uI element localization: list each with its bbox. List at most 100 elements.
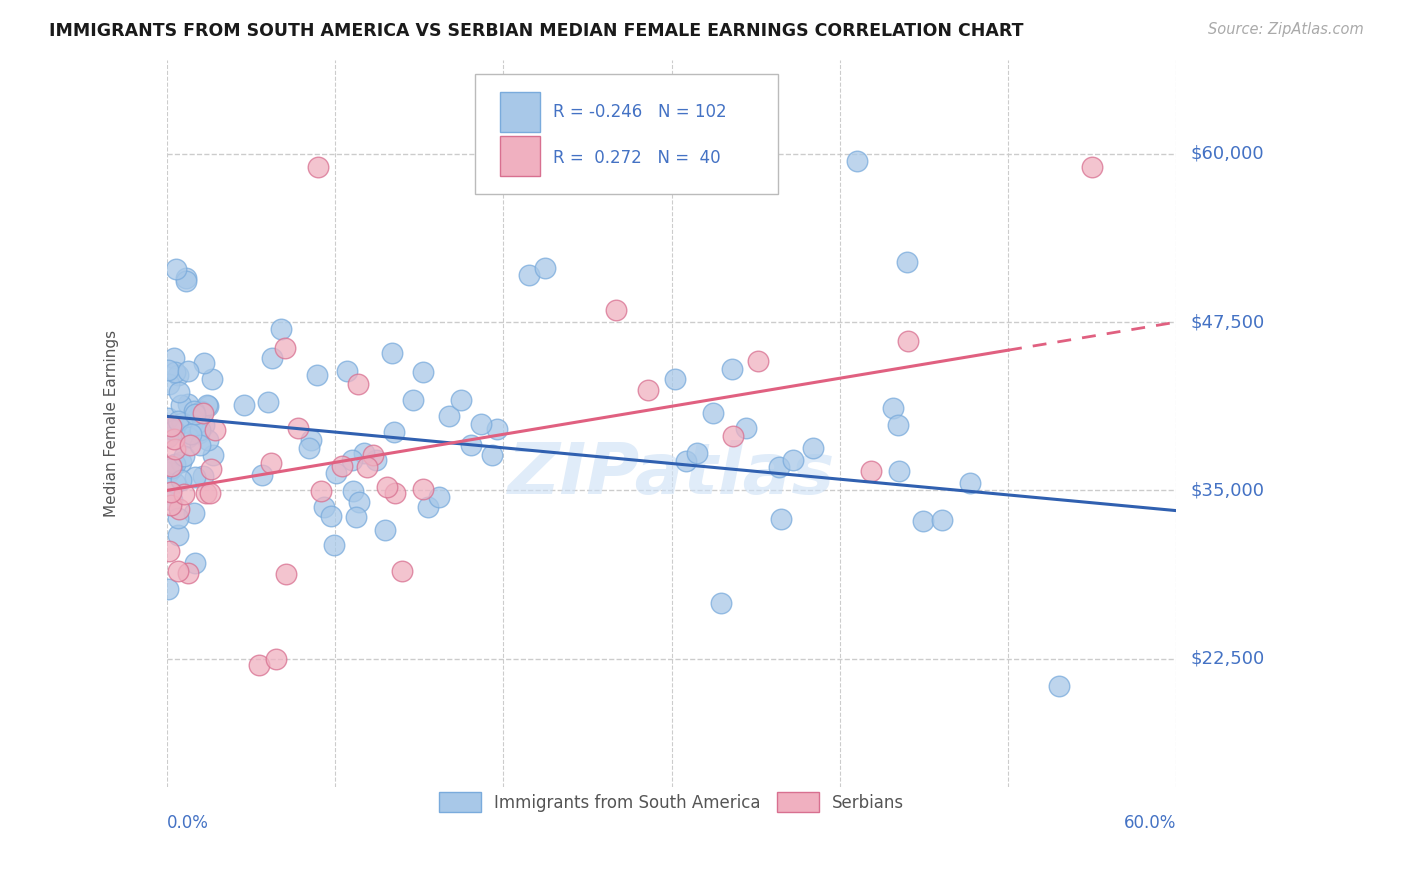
Point <box>250 468 273 483</box>
Point <box>270 322 292 336</box>
Point <box>882 401 904 416</box>
Point <box>201 372 224 386</box>
Point <box>188 438 211 452</box>
Point <box>361 448 384 462</box>
FancyBboxPatch shape <box>501 92 540 132</box>
Point <box>664 372 686 386</box>
Point <box>702 406 724 420</box>
Point <box>374 523 396 537</box>
Point <box>344 510 367 524</box>
Point <box>418 500 440 515</box>
Point <box>460 438 482 452</box>
Point <box>166 368 188 382</box>
Point <box>412 365 434 379</box>
Point <box>605 303 627 318</box>
Text: $60,000: $60,000 <box>1191 145 1264 163</box>
Point <box>173 487 195 501</box>
Point <box>177 364 200 378</box>
Point <box>347 495 370 509</box>
Point <box>202 448 225 462</box>
Point <box>1081 161 1104 175</box>
Point <box>287 421 309 435</box>
Point <box>273 341 295 355</box>
Point <box>180 417 202 431</box>
Point <box>896 254 918 268</box>
Point <box>166 414 188 428</box>
Point <box>163 442 186 456</box>
Point <box>931 513 953 527</box>
Point <box>160 493 183 508</box>
Point <box>801 441 824 455</box>
Point <box>184 470 207 484</box>
Point <box>159 498 181 512</box>
Point <box>297 442 319 456</box>
Point <box>180 426 202 441</box>
Point <box>382 425 405 440</box>
Point <box>193 468 215 483</box>
Point <box>193 406 215 420</box>
Point <box>427 490 450 504</box>
Point <box>157 544 180 558</box>
Point <box>710 596 733 610</box>
Point <box>307 368 329 383</box>
Point <box>193 355 215 369</box>
Point <box>160 458 183 473</box>
Point <box>197 433 219 447</box>
Point <box>174 275 197 289</box>
Point <box>322 538 344 552</box>
Point <box>188 426 211 441</box>
Point <box>301 433 323 447</box>
Point <box>170 416 193 430</box>
Point <box>375 480 398 494</box>
Point <box>959 476 981 491</box>
Point <box>195 398 218 412</box>
Point <box>163 423 186 437</box>
Point <box>485 422 508 436</box>
Point <box>170 398 193 412</box>
Text: R =  0.272   N =  40: R = 0.272 N = 40 <box>554 149 721 167</box>
Point <box>353 446 375 460</box>
Text: ZIPatlas: ZIPatlas <box>508 440 835 508</box>
Point <box>179 438 201 452</box>
Point <box>437 409 460 424</box>
Point <box>177 396 200 410</box>
Point <box>194 486 217 500</box>
Point <box>325 466 347 480</box>
Point <box>232 398 254 412</box>
Point <box>169 455 191 469</box>
Point <box>200 462 222 476</box>
Text: 60.0%: 60.0% <box>1123 814 1177 832</box>
Point <box>412 483 434 497</box>
Point <box>157 363 180 377</box>
Point <box>183 506 205 520</box>
Point <box>247 658 270 673</box>
Point <box>887 464 910 478</box>
Point <box>204 423 226 437</box>
Point <box>262 351 284 365</box>
Point <box>157 465 180 479</box>
Point <box>637 384 659 398</box>
Point <box>534 261 557 276</box>
Point <box>163 433 186 447</box>
Point <box>342 483 364 498</box>
Text: IMMIGRANTS FROM SOUTH AMERICA VS SERBIAN MEDIAN FEMALE EARNINGS CORRELATION CHAR: IMMIGRANTS FROM SOUTH AMERICA VS SERBIAN… <box>49 22 1024 40</box>
Legend: Immigrants from South America, Serbians: Immigrants from South America, Serbians <box>432 786 911 818</box>
Point <box>912 514 935 528</box>
Point <box>165 262 187 277</box>
Point <box>1047 679 1070 693</box>
Point <box>167 385 190 400</box>
Point <box>264 651 287 665</box>
Point <box>735 421 758 435</box>
Point <box>163 457 186 471</box>
Point <box>314 500 336 514</box>
Point <box>160 484 183 499</box>
Text: Median Female Earnings: Median Female Earnings <box>104 329 118 516</box>
Point <box>886 418 908 433</box>
Point <box>183 404 205 418</box>
Point <box>675 454 697 468</box>
Text: R = -0.246   N = 102: R = -0.246 N = 102 <box>554 103 727 121</box>
Point <box>769 512 792 526</box>
Point <box>188 423 211 437</box>
Text: $35,000: $35,000 <box>1191 482 1264 500</box>
Point <box>183 407 205 421</box>
